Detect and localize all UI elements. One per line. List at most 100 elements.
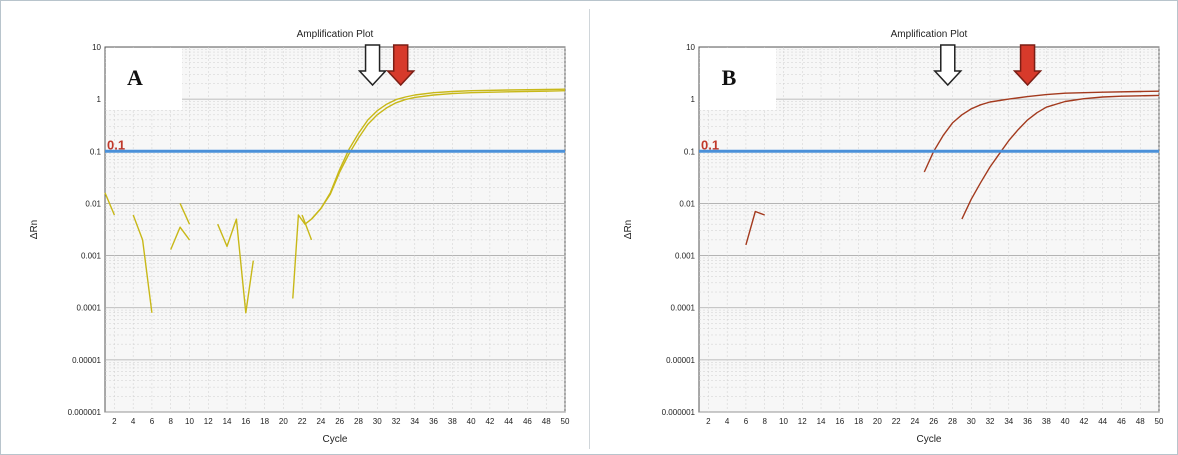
x-tick-label: 8 <box>762 417 767 426</box>
x-tick-label: 12 <box>204 417 213 426</box>
x-tick-label: 14 <box>817 417 826 426</box>
x-tick-label: 12 <box>798 417 807 426</box>
x-tick-label: 48 <box>542 417 551 426</box>
y-tick-label: 0.1 <box>684 147 696 156</box>
gridlines <box>105 47 566 413</box>
y-tick-label: 0.00001 <box>666 356 695 365</box>
amplification-curve <box>745 210 765 246</box>
y-tick-label: 0.01 <box>679 199 695 208</box>
x-tick-label: 22 <box>892 417 901 426</box>
x-tick-label: 38 <box>448 417 457 426</box>
y-tick-label: 0.001 <box>675 252 696 261</box>
x-axis-label: Cycle <box>916 434 941 445</box>
x-tick-label: 40 <box>1061 417 1070 426</box>
y-tick-label: 0.0001 <box>671 304 696 313</box>
amplification-curve <box>961 94 1160 220</box>
x-tick-label: 6 <box>744 417 749 426</box>
panel-divider <box>589 9 590 449</box>
x-tick-label: 48 <box>1136 417 1145 426</box>
x-tick-label: 6 <box>150 417 155 426</box>
x-tick-label: 20 <box>873 417 882 426</box>
series-1 <box>745 90 1160 246</box>
amplification-curve <box>170 226 191 250</box>
x-tick-label: 44 <box>1098 417 1107 426</box>
y-axis-label: ΔRn <box>29 220 40 239</box>
x-tick-label: 28 <box>354 417 363 426</box>
open-arrow-icon <box>933 44 963 87</box>
series-2 <box>961 94 1160 220</box>
red-arrow-icon <box>1012 44 1043 87</box>
x-tick-label: 50 <box>561 417 570 426</box>
x-tick-label: 24 <box>316 417 325 426</box>
x-tick-label: 32 <box>392 417 401 426</box>
x-tick-label: 2 <box>706 417 711 426</box>
x-tick-label: 50 <box>1155 417 1164 426</box>
chart-svg-b: B Amplification Plot 0.000001 0.00001 0.0001… <box>623 29 1164 445</box>
x-tick-label: 32 <box>986 417 995 426</box>
x-tick-label: 4 <box>131 417 136 426</box>
amplification-curve <box>292 214 312 299</box>
x-tick-label: 28 <box>948 417 957 426</box>
x-tick-label: 34 <box>410 417 419 426</box>
y-tick-label: 10 <box>92 43 101 52</box>
y-tick-label: 10 <box>686 43 695 52</box>
x-tick-label: 10 <box>779 417 788 426</box>
amplification-curve <box>301 214 313 241</box>
x-tick-label: 46 <box>1117 417 1126 426</box>
amplification-curve <box>310 90 566 220</box>
series-1 <box>104 90 566 314</box>
y-tick-label: 0.0001 <box>77 304 102 313</box>
y-tick-label: 0.000001 <box>68 408 102 417</box>
x-tick-label: 42 <box>1079 417 1088 426</box>
y-tick-label: 0.001 <box>81 252 102 261</box>
x-tick-label: 20 <box>279 417 288 426</box>
x-tick-label: 16 <box>835 417 844 426</box>
threshold-label: 0.1 <box>701 137 719 152</box>
x-tick-label: 10 <box>185 417 194 426</box>
x-tick-label: 26 <box>929 417 938 426</box>
amplification-curve <box>923 90 1160 173</box>
x-tick-label: 24 <box>910 417 919 426</box>
open-arrow-icon <box>357 44 388 87</box>
chart-title: Amplification Plot <box>297 29 374 40</box>
red-arrow-icon <box>385 44 416 87</box>
chart-svg-a: A Amplification Plot 0.000001 0.00001 0.0001… <box>29 29 570 445</box>
x-tick-label: 38 <box>1042 417 1051 426</box>
y-tick-label: 0.00001 <box>72 356 101 365</box>
x-tick-label: 42 <box>485 417 494 426</box>
amplification-curve <box>310 88 566 220</box>
y-tick-label: 0.01 <box>85 199 101 208</box>
x-tick-label: 26 <box>335 417 344 426</box>
amplification-curve <box>217 218 254 314</box>
x-tick-label: 8 <box>168 417 173 426</box>
x-tick-label: 16 <box>241 417 250 426</box>
x-tick-label: 40 <box>467 417 476 426</box>
amplification-plot-b: B Amplification Plot 0.000001 0.00001 0.0001… <box>601 7 1169 451</box>
amplification-curve <box>179 203 191 225</box>
x-axis-label: Cycle <box>322 434 347 445</box>
series-2 <box>310 88 566 220</box>
x-tick-label: 18 <box>854 417 863 426</box>
amplification-curve <box>104 192 116 216</box>
amplification-plot-a: A Amplification Plot 0.000001 0.00001 0.0001… <box>7 7 575 451</box>
x-tick-label: 30 <box>967 417 976 426</box>
x-tick-label: 14 <box>223 417 232 426</box>
x-tick-label: 34 <box>1004 417 1013 426</box>
threshold-label: 0.1 <box>107 137 125 152</box>
panel-label: A <box>127 65 143 90</box>
x-tick-label: 36 <box>1023 417 1032 426</box>
y-axis-label: ΔRn <box>623 220 634 239</box>
y-tick-label: 1 <box>691 95 696 104</box>
x-tick-label: 44 <box>504 417 513 426</box>
y-tick-label: 0.000001 <box>662 408 696 417</box>
x-tick-label: 18 <box>260 417 269 426</box>
x-tick-label: 4 <box>725 417 730 426</box>
y-tick-label: 1 <box>97 95 102 104</box>
panel-label: B <box>722 65 737 90</box>
amplification-curve <box>132 214 153 313</box>
x-tick-label: 36 <box>429 417 438 426</box>
x-tick-label: 46 <box>523 417 532 426</box>
panel-label-box <box>700 48 776 110</box>
x-tick-label: 2 <box>112 417 117 426</box>
